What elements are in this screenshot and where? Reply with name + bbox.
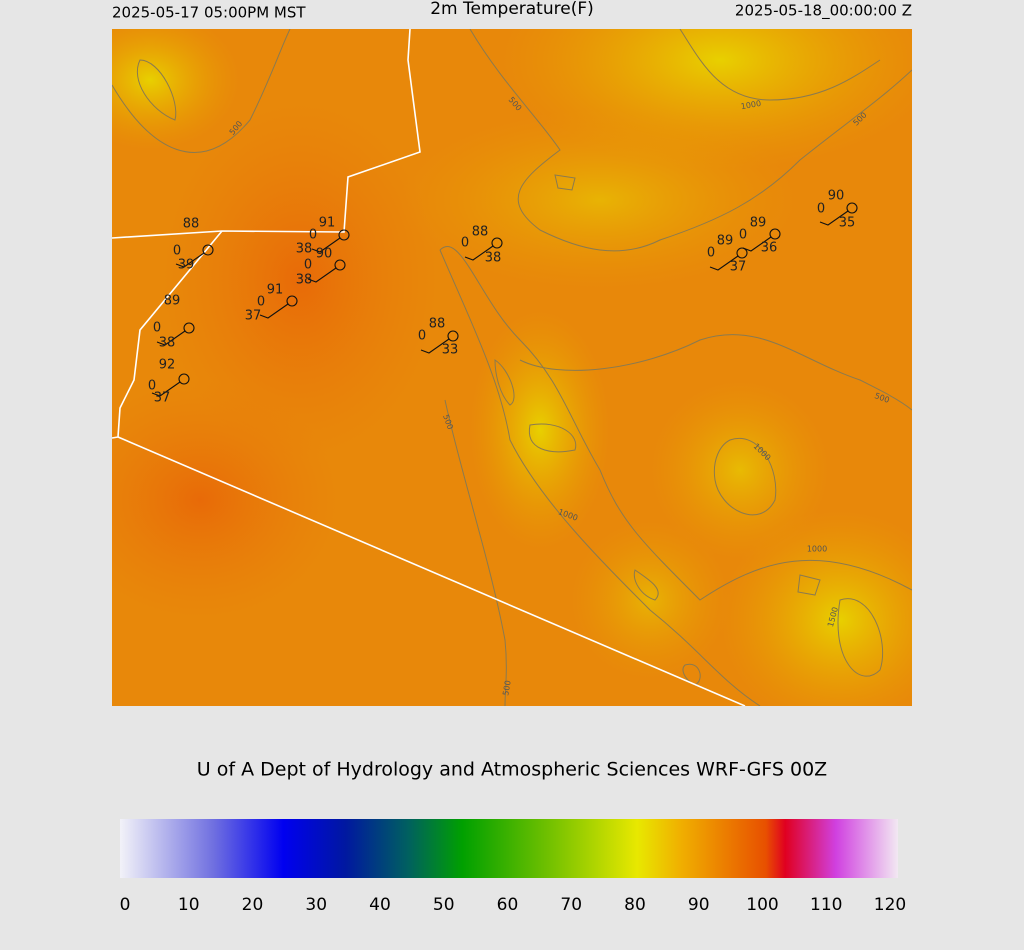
wind-barb [420,338,450,354]
colorbar-tick-label: 30 [305,895,327,915]
wind-barb [742,236,772,252]
credit: U of A Dept of Hydrology and Atmospheric… [197,759,827,781]
station-circle [183,322,195,334]
station-dewpoint: 37 [245,309,262,324]
wind-barb [307,267,337,283]
station-circle [178,373,190,385]
station-temperature: 89 [750,216,767,231]
station-dewpoint: 39 [178,258,195,273]
contour-label: 1000 [740,99,762,111]
contour-label: 1000 [807,545,827,554]
station-temperature: 90 [316,247,333,262]
station-cloud: 0 [173,244,181,259]
station-cloud: 0 [461,236,469,251]
colorbar-tick-label: 90 [688,895,710,915]
colorbar-tick-label: 100 [746,895,778,915]
station-circle [736,247,748,259]
station-temperature: 89 [717,234,734,249]
station-temperature: 88 [472,225,489,240]
station-circle [202,244,214,256]
station-dewpoint: 38 [296,273,313,288]
station-dewpoint: 36 [761,241,778,256]
station-circle [769,228,781,240]
wind-barb [819,210,849,226]
station-circle [491,237,503,249]
station-temperature: 91 [267,283,284,298]
station-temperature: 90 [828,189,845,204]
station-cloud: 0 [817,202,825,217]
station-cloud: 0 [707,246,715,261]
wind-barb [175,252,205,268]
station-dewpoint: 33 [442,343,459,358]
station-cloud: 0 [304,258,312,273]
station-cloud: 0 [257,295,265,310]
station-dewpoint: 38 [159,336,176,351]
colorbar-tick-label: 20 [242,895,264,915]
station-dewpoint: 38 [296,242,313,257]
station-dewpoint: 35 [839,216,856,231]
station-cloud: 0 [309,228,317,243]
colorbar-tick-label: 80 [624,895,646,915]
map-title: 2m Temperature(F) [430,0,594,19]
station-circle [846,202,858,214]
station-temperature: 92 [159,358,176,373]
station-dewpoint: 38 [485,251,502,266]
colorbar-tick-label: 0 [120,895,131,915]
wind-barb [709,255,739,271]
colorbar-tick-label: 120 [874,895,906,915]
colorbar-tick-label: 10 [178,895,200,915]
wind-barb [464,245,494,261]
map [112,29,912,706]
colorbar-tick-label: 70 [560,895,582,915]
station-cloud: 0 [739,228,747,243]
station-circle [338,229,350,241]
station-cloud: 0 [153,321,161,336]
station-temperature: 88 [429,317,446,332]
station-temperature: 88 [183,217,200,232]
colorbar-tick-label: 60 [497,895,519,915]
valid-time-utc: 2025-05-18_00:00:00 Z [735,2,912,21]
station-dewpoint: 37 [730,260,747,275]
contour-label: 500 [501,680,513,697]
colorbar-tick-label: 50 [433,895,455,915]
station-temperature: 89 [164,294,181,309]
wind-barb [151,381,181,397]
wind-barb [156,330,186,346]
colorbar-tick-label: 110 [810,895,842,915]
station-temperature: 91 [319,216,336,231]
colorbar [120,819,898,878]
wind-barb [259,303,289,319]
station-circle [334,259,346,271]
station-circle [447,330,459,342]
station-circle [286,295,298,307]
station-cloud: 0 [418,329,426,344]
wind-barb [311,237,341,253]
valid-time-local: 2025-05-17 05:00PM MST [112,4,306,22]
station-dewpoint: 37 [154,391,171,406]
station-cloud: 0 [148,379,156,394]
colorbar-tick-label: 40 [369,895,391,915]
